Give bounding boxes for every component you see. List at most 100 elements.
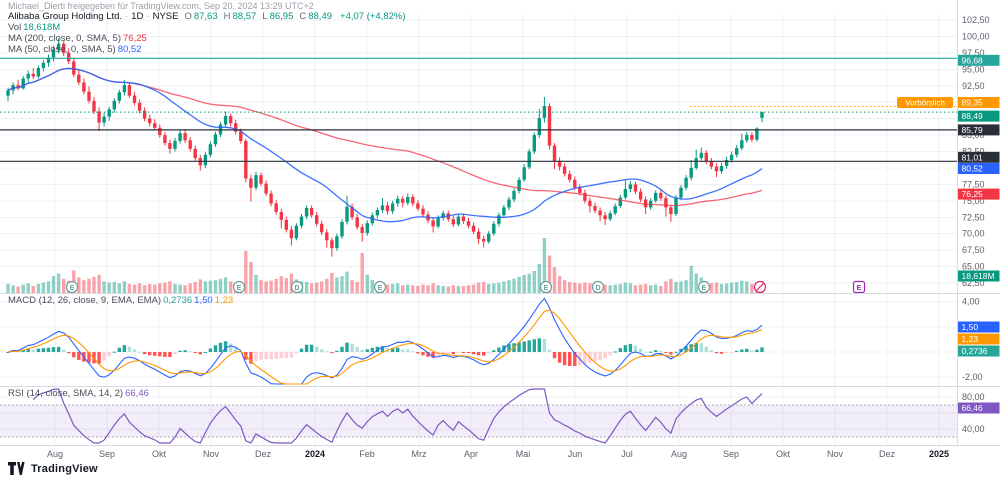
change-value: +4,07 (+4,82%) <box>340 11 406 22</box>
ohlc-high-key: H <box>223 11 231 22</box>
macd-histogram-bar <box>557 352 562 363</box>
macd-pane[interactable] <box>6 297 764 385</box>
volume-bar <box>92 276 96 293</box>
price-axis-label: 72,50 <box>962 212 985 222</box>
volume-bar <box>719 283 724 293</box>
legend-symbol-row[interactable]: Alibaba Group Holding Ltd. · 1D · NYSE O 87,63… <box>8 11 406 22</box>
macd-histogram-bar <box>659 350 663 352</box>
volume-bar <box>56 273 61 293</box>
event-marker[interactable] <box>753 280 767 294</box>
macd-histogram-bar <box>740 349 744 352</box>
event-marker[interactable]: E <box>232 280 246 294</box>
candle-body <box>613 206 617 214</box>
symbol-interval: 1D <box>131 11 144 22</box>
macd-histogram-bar <box>628 343 633 352</box>
macd-histogram-bar <box>492 350 496 352</box>
macd-histogram-bar <box>729 352 734 353</box>
volume-bar <box>745 281 749 293</box>
tradingview-logo[interactable]: TradingView <box>8 462 98 475</box>
event-marker[interactable]: D <box>591 280 605 294</box>
macd-histogram-bar <box>664 352 668 353</box>
badge-text: 85,79 <box>962 125 984 135</box>
legend-ma200-row[interactable]: MA (200, close, 0, SMA, 5) 76,25 <box>8 33 406 44</box>
macd-histogram-bar <box>188 351 192 353</box>
event-marker[interactable]: E <box>539 280 553 294</box>
candle-body <box>699 152 703 159</box>
candle-body <box>537 118 541 136</box>
price-axis-label: 75,00 <box>962 196 985 206</box>
macd-histogram-bar <box>436 352 440 356</box>
macd-histogram-bar <box>406 349 410 352</box>
watermark: Michael_Dierti freigegeben für TradingVi… <box>8 1 314 11</box>
macd-histogram-bar <box>365 349 369 352</box>
candle-body <box>340 221 344 237</box>
badge-text: 96,68 <box>962 55 984 65</box>
candle-body <box>527 151 531 168</box>
candle-body <box>390 203 395 212</box>
macd-histogram-bar <box>77 352 81 360</box>
legend-ma50-row[interactable]: MA (50, close, 0, SMA, 5) 80,52 <box>8 44 406 55</box>
candle-body <box>315 215 319 224</box>
macd-histogram-bar <box>598 352 602 360</box>
candle-body <box>163 135 167 143</box>
event-marker[interactable]: E <box>373 280 387 294</box>
volume-bar <box>218 278 223 293</box>
volume-bar <box>21 284 25 293</box>
candle-body <box>633 184 638 192</box>
macd-histogram-bar <box>568 352 572 366</box>
candle-body <box>320 223 324 233</box>
volume-bar <box>41 282 46 293</box>
rsi-legend[interactable]: RSI (14, close, SMA, 14, 2) 66,46 <box>8 388 149 399</box>
event-marker[interactable]: E <box>697 280 711 294</box>
symbol-title: Alibaba Group Holding Ltd. <box>8 11 123 22</box>
volume-bar <box>183 285 187 293</box>
candle-body <box>345 206 349 222</box>
macd-histogram-bar <box>6 352 10 353</box>
macd-histogram-bar <box>183 350 187 352</box>
volume-bar <box>77 277 81 293</box>
volume-bar <box>689 265 693 293</box>
rsi-pane[interactable] <box>32 388 763 444</box>
macd-histogram-bar <box>304 344 309 352</box>
candle-body <box>234 123 238 132</box>
badge-text: 80,52 <box>962 164 984 174</box>
event-marker-shape <box>539 280 553 294</box>
time-axis[interactable]: Aug Sep Okt Nov Dez 2024 Feb Mrz Apr Mai Jun Jul Aug… <box>47 449 949 459</box>
volume-bar <box>163 282 167 293</box>
legend-volume-row[interactable]: Vol 18,618M <box>8 22 406 33</box>
macd-histogram-bar <box>229 343 233 352</box>
macd-histogram-bar <box>56 346 61 352</box>
candle-body <box>578 187 582 193</box>
volume-bar <box>82 280 86 293</box>
volume-bar <box>638 284 643 293</box>
macd-histogram-bar <box>643 351 648 353</box>
candle-body <box>31 73 35 77</box>
badge-bg <box>957 97 1000 108</box>
macd-legend[interactable]: MACD (12, 26, close, 9, EMA, EMA) 0,2736 1… <box>8 295 233 306</box>
candles[interactable] <box>6 38 764 257</box>
event-marker[interactable]: E <box>65 280 79 294</box>
volume-bar <box>325 278 329 293</box>
candle-body <box>117 92 121 101</box>
volume-bar <box>694 273 698 293</box>
event-marker[interactable]: E <box>852 280 866 294</box>
candle-body <box>294 225 299 239</box>
macd-line-value: 1,50 <box>194 295 213 306</box>
candle-body <box>750 135 754 140</box>
horizontal-lines[interactable] <box>0 57 957 162</box>
volume-bar <box>320 281 324 293</box>
price-axis[interactable]: 102,50100,0097,5095,0092,5085,0082,5077,… <box>897 15 1000 434</box>
volume-bar <box>31 285 35 293</box>
volume-bar <box>583 282 587 293</box>
macd-axis-label: -2,00 <box>962 372 983 382</box>
event-marker-letter: E <box>544 285 549 292</box>
event-marker-letter: E <box>378 285 383 292</box>
volume-bar <box>446 286 450 293</box>
event-marker-shape <box>65 280 79 294</box>
time-axis-label: Aug <box>671 449 687 459</box>
event-marker[interactable]: D <box>290 280 304 294</box>
candle-body <box>213 134 218 145</box>
price-badge: 81,01 <box>957 151 1000 163</box>
